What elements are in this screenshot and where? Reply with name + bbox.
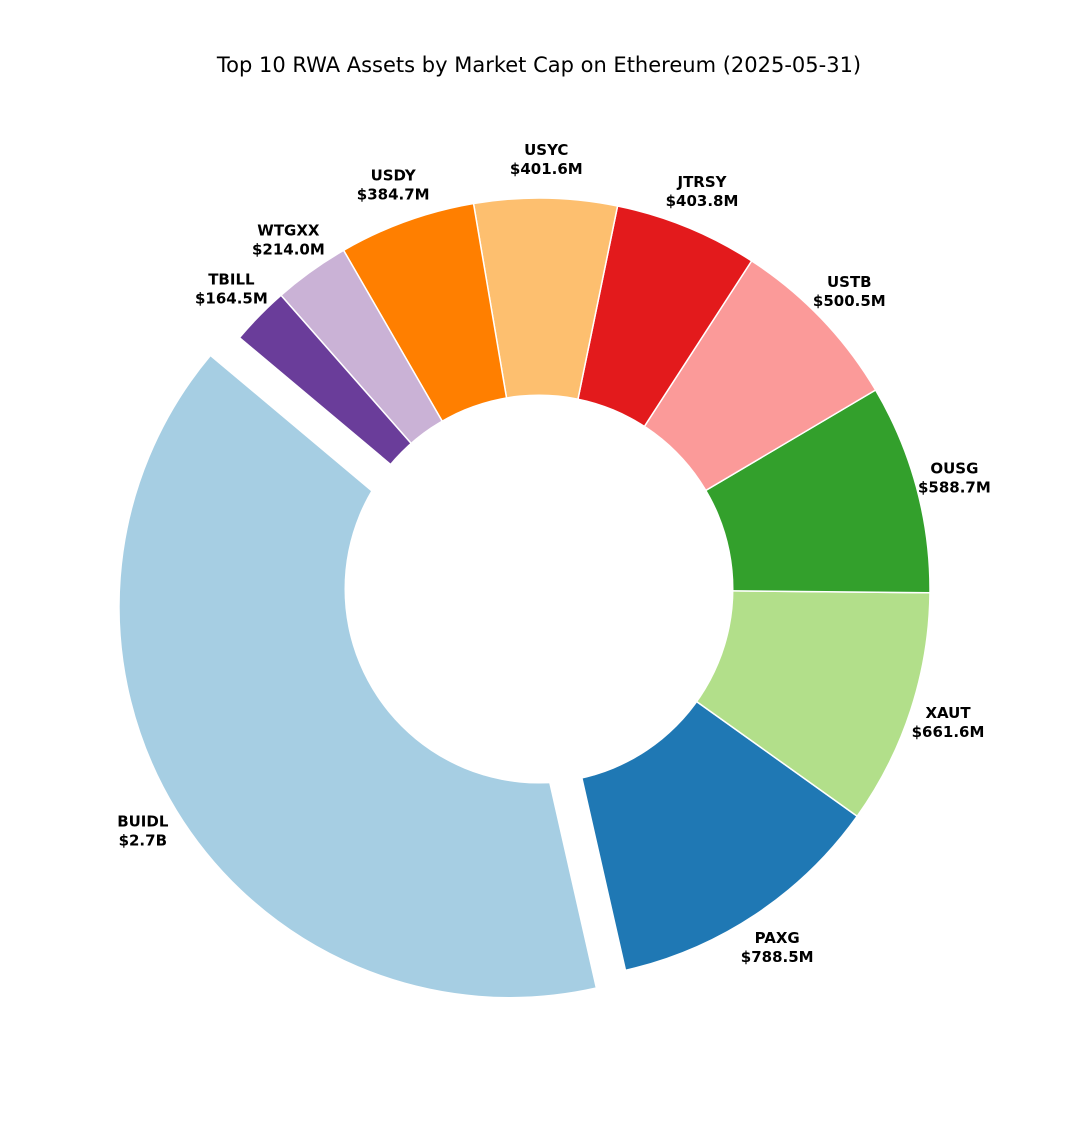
slice-label-tbill: TBILL $164.5M	[195, 270, 268, 307]
donut-hole	[344, 394, 734, 784]
slice-name-text: BUIDL	[117, 813, 169, 831]
slice-value-text: $214.0M	[252, 241, 325, 259]
slice-value-text: $788.5M	[741, 948, 814, 966]
slice-value-text: $403.8M	[666, 192, 739, 210]
slice-value-text: $661.6M	[912, 723, 985, 741]
slice-name-text: USTB	[827, 273, 872, 291]
slice-label-jtrsy: JTRSY $403.8M	[666, 173, 739, 210]
slice-name-text: USDY	[371, 166, 417, 184]
slice-label-ousg: OUSG $588.7M	[918, 460, 991, 497]
slice-name-text: WTGXX	[257, 222, 320, 240]
chart-title: Top 10 RWA Assets by Market Cap on Ether…	[216, 53, 861, 77]
slice-label-usdy: USDY $384.7M	[357, 166, 430, 203]
slice-name-text: PAXG	[755, 929, 800, 947]
slice-value-text: $384.7M	[357, 185, 430, 203]
slice-labels: BUIDL $2.7B PAXG $788.5M XAUT $661.6M OUSG $588…	[117, 141, 991, 966]
slice-value-text: $588.7M	[918, 479, 991, 497]
slice-value-text: $401.6M	[510, 160, 583, 178]
slice-usyc	[472, 197, 619, 590]
slice-buidl	[118, 354, 598, 999]
slice-label-usyc: USYC $401.6M	[510, 141, 583, 178]
slice-label-ustb: USTB $500.5M	[813, 273, 886, 310]
slice-label-paxg: PAXG $788.5M	[741, 929, 814, 966]
slice-name-text: TBILL	[208, 270, 255, 288]
slice-name-text: JTRSY	[676, 173, 727, 191]
slice-name-text: USYC	[524, 141, 568, 159]
slice-value-text: $2.7B	[119, 832, 167, 850]
slice-label-xaut: XAUT $661.6M	[912, 704, 985, 741]
slice-label-wtgxx: WTGXX $214.0M	[252, 222, 325, 259]
slice-value-text: $164.5M	[195, 289, 268, 307]
slice-name-text: XAUT	[925, 704, 971, 722]
slice-label-buidl: BUIDL $2.7B	[117, 813, 169, 850]
slice-name-text: OUSG	[930, 460, 978, 478]
slice-value-text: $500.5M	[813, 292, 886, 310]
